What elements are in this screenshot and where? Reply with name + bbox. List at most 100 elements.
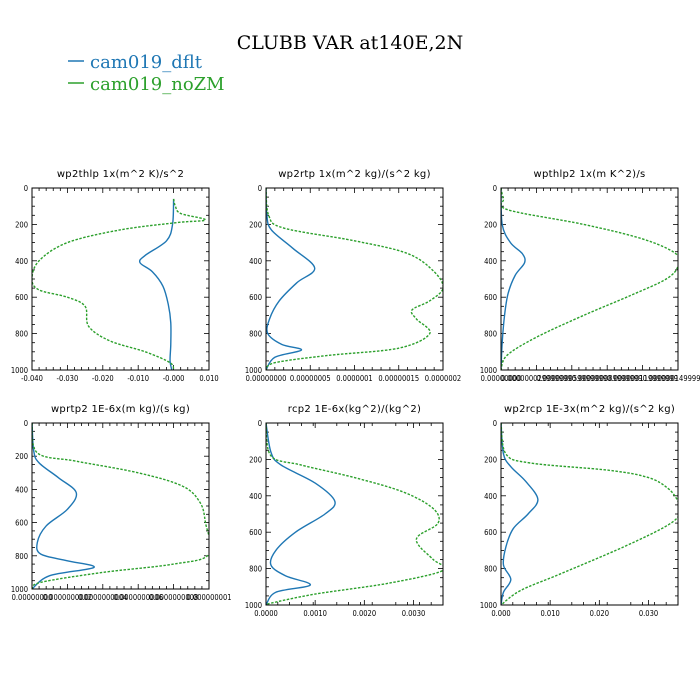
y-tick-label: 1000 xyxy=(480,366,497,375)
y-tick-label: 600 xyxy=(249,528,262,537)
series-line-dflt xyxy=(266,188,316,370)
x-tick-label: 0.000 xyxy=(491,609,510,618)
panel-title: rcp2 1E-6x(kg^2)/(kg^2) xyxy=(288,404,421,415)
series-line-nozm xyxy=(32,423,209,589)
x-tick-label: 0.010 xyxy=(541,609,560,618)
x-tick-label: 0.000000119999999 xyxy=(607,374,678,383)
x-tick-label: 0.0000000006 xyxy=(114,593,163,602)
y-tick-label: 200 xyxy=(484,455,497,464)
y-tick-label: 800 xyxy=(249,330,262,339)
panel-title: wp2rcp 1E-3x(m^2 kg)/(s^2 kg) xyxy=(504,404,675,415)
x-tick-label: 0.00000015 xyxy=(378,374,419,383)
x-tick-label: 0.0000000004 xyxy=(78,593,127,602)
x-tick-label: -0.030 xyxy=(57,374,79,383)
x-tick-label: 0.0000002 xyxy=(425,374,461,383)
x-tick-label: 0.000000089999999 xyxy=(572,374,643,383)
panel-6: wp2rcp 1E-3x(m^2 kg)/(s^2 kg) 0 200 400 600 8… xyxy=(480,404,679,618)
legend-label-dflt: cam019_dflt xyxy=(90,52,203,73)
y-tick-label: 400 xyxy=(15,485,28,494)
y-tick-label: 800 xyxy=(15,330,28,339)
y-tick-label: 600 xyxy=(249,293,262,302)
panel-title: wprtp2 1E-6x(m kg)/(s kg) xyxy=(51,404,190,415)
y-tick-label: 800 xyxy=(484,330,497,339)
y-tick-label: 400 xyxy=(249,492,262,501)
plot-frame xyxy=(500,422,679,606)
x-tick-label: 0.0000 xyxy=(254,609,278,618)
x-tick-label: 0.00000000 xyxy=(12,593,53,602)
y-tick-label: 600 xyxy=(484,293,497,302)
x-tick-label: -0.040 xyxy=(21,374,43,383)
y-tick-label: 0 xyxy=(258,184,262,193)
y-tick-label: 0 xyxy=(258,419,262,428)
x-tick-label: 0.020 xyxy=(590,609,609,618)
y-tick-label: 800 xyxy=(249,565,262,574)
panel-title: wp2thlp 1x(m^2 K)/s^2 xyxy=(57,169,184,180)
x-tick-label: 0.00000000 xyxy=(246,374,287,383)
x-tick-label: 0.0000000002 xyxy=(43,593,92,602)
y-tick-label: 400 xyxy=(484,492,497,501)
x-tick-label: 0.000000029999999 xyxy=(501,374,572,383)
series-line-nozm xyxy=(266,188,443,370)
figure-title: CLUBB VAR at140E,2N xyxy=(237,32,463,54)
panel-title: wp2rtp 1x(m^2 kg)/(s^2 kg) xyxy=(278,169,431,180)
series-line-dflt xyxy=(32,423,95,589)
series-line-dflt xyxy=(501,423,539,605)
y-tick-label: 1000 xyxy=(245,366,262,375)
panel-4: wprtp2 1E-6x(m kg)/(s kg) 0 200 400 600 800 10… xyxy=(11,404,232,602)
y-tick-label: 200 xyxy=(15,220,28,229)
series-line-dflt xyxy=(138,198,175,370)
x-tick-label: -0.020 xyxy=(92,374,114,383)
panel-3: wpthlp2 1x(m K^2)/s020040060080010000.00… xyxy=(480,169,700,383)
plot-frame xyxy=(265,187,444,371)
y-tick-label: 600 xyxy=(484,528,497,537)
y-tick-label: 1000 xyxy=(11,366,28,375)
plot-frame xyxy=(31,422,210,590)
x-tick-label: -0.000 xyxy=(163,374,185,383)
y-tick-label: 600 xyxy=(15,519,28,528)
series-line-dflt xyxy=(266,423,336,605)
plot-frame xyxy=(500,187,679,371)
series-line-nozm xyxy=(266,423,443,605)
x-tick-label: 0.030 xyxy=(639,609,658,618)
x-tick-label: 0.0030 xyxy=(402,609,426,618)
y-tick-label: 200 xyxy=(484,220,497,229)
y-tick-label: 400 xyxy=(15,257,28,266)
x-tick-label: 0.00000005 xyxy=(290,374,331,383)
x-tick-label: 0.000000059999999 xyxy=(536,374,607,383)
y-tick-label: 0 xyxy=(24,184,28,193)
series-line-nozm xyxy=(501,423,678,605)
legend-label-nozm: cam019_noZM xyxy=(90,74,225,95)
plot-frame xyxy=(31,187,210,371)
series-line-dflt xyxy=(501,188,526,370)
panel-2: wp2rtp 1x(m^2 kg)/(s^2 kg) 0 200 400 600 800 1… xyxy=(245,169,461,383)
legend: cam019_dflt cam019_noZM xyxy=(68,52,225,95)
series-line-nozm xyxy=(32,198,207,370)
y-tick-label: 200 xyxy=(15,452,28,461)
y-tick-label: 800 xyxy=(484,565,497,574)
panel-1: wp2thlp 1x(m^2 K)/s^202004006008001000-0… xyxy=(11,169,219,383)
y-tick-label: 200 xyxy=(249,220,262,229)
y-tick-label: 0 xyxy=(24,419,28,428)
panels: wp2thlp 1x(m^2 K)/s^202004006008001000-0… xyxy=(11,169,700,618)
y-tick-label: 0 xyxy=(493,419,497,428)
x-tick-label: 0.000000001 xyxy=(186,593,231,602)
x-tick-label: 0.0010 xyxy=(303,609,327,618)
x-tick-label: 0.000000149999999 xyxy=(643,374,700,383)
plot-frame xyxy=(265,422,444,606)
y-tick-label: 0 xyxy=(493,184,497,193)
x-tick-label: 0.0020 xyxy=(353,609,377,618)
y-tick-label: 1000 xyxy=(480,601,497,610)
x-tick-label: -0.010 xyxy=(127,374,149,383)
y-tick-label: 800 xyxy=(15,552,28,561)
y-tick-label: 600 xyxy=(15,293,28,302)
y-tick-label: 1000 xyxy=(245,601,262,610)
y-tick-label: 200 xyxy=(249,455,262,464)
x-tick-label: 0.0000000008 xyxy=(149,593,198,602)
x-tick-label: 0.00000000 xyxy=(481,374,522,383)
panel-title: wpthlp2 1x(m K^2)/s xyxy=(533,169,645,180)
y-tick-label: 400 xyxy=(484,257,497,266)
panel-5: rcp2 1E-6x(kg^2)/(kg^2) 0 200 400 600 800 1000… xyxy=(245,404,444,618)
y-tick-label: 1000 xyxy=(11,585,28,594)
